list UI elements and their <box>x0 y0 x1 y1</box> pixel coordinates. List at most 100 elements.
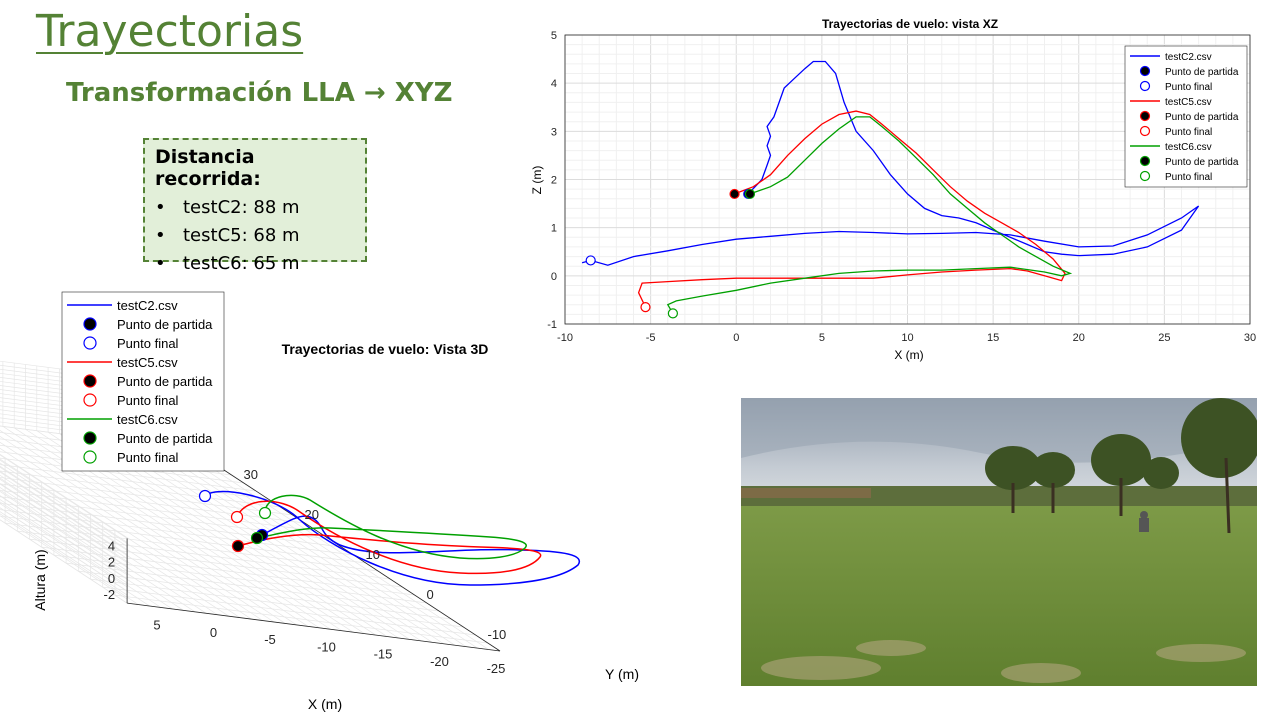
3d-wall-grid-line <box>0 511 128 596</box>
3d-floor-grid-line <box>114 594 488 644</box>
distance-item: • testC6: 65 m <box>155 250 355 278</box>
3d-floor-grid-line <box>29 538 403 588</box>
3d-floor-grid-line <box>0 441 275 623</box>
3d-wall-grid-line <box>0 466 128 551</box>
distance-item-label: testC6: 65 m <box>183 253 300 274</box>
3d-y-axis-line <box>194 450 501 652</box>
3d-legend-label: testC6.csv <box>117 412 178 427</box>
3d-wall-grid-line <box>0 519 128 604</box>
3d-legend-label: Punto de partida <box>117 317 213 332</box>
3d-z-axis-label: Altura (m) <box>32 549 48 610</box>
bullet-icon: • <box>155 197 166 218</box>
xz-start-point <box>729 188 740 200</box>
3d-legend-start-marker <box>83 374 97 388</box>
xz-legend-label: testC5.csv <box>1165 97 1212 108</box>
xz-legend-label: Punto final <box>1165 172 1212 183</box>
3d-floor-grid-line <box>115 440 422 642</box>
3d-x-tick-label: 0 <box>210 625 217 640</box>
xz-legend-start-marker <box>1139 155 1151 167</box>
xz-legend-label: Punto de partida <box>1165 67 1239 78</box>
3d-floor-grid-line <box>78 570 452 620</box>
3d-floor-grid-line <box>0 465 229 617</box>
3d-floor-grid-line <box>0 451 244 484</box>
xz-x-tick-label: 15 <box>987 332 999 344</box>
3d-y-tick-label: 10 <box>366 547 380 562</box>
3d-floor-grid-line <box>0 483 196 613</box>
3d-end-point <box>198 489 212 503</box>
3d-z-tick-label: 2 <box>108 555 115 570</box>
3d-z-tick-label: 4 <box>108 538 115 553</box>
xz-y-tick-label: 2 <box>551 175 557 187</box>
xz-legend-label: testC6.csv <box>1165 142 1212 153</box>
xz-y-tick-label: 5 <box>551 30 557 42</box>
3d-wall-grid-line <box>0 454 128 539</box>
3d-floor-grid-line <box>138 443 444 645</box>
3d-wall-grid-line <box>0 474 128 559</box>
3d-legend-start-marker <box>83 431 97 445</box>
xz-x-tick-label: 20 <box>1073 332 1085 344</box>
3d-legend-end-marker <box>83 393 97 407</box>
3d-legend-label: Punto final <box>117 450 179 465</box>
3d-floor-grid-line <box>41 546 415 596</box>
3d-series-line <box>236 500 542 575</box>
3d-y-tick-label: 30 <box>244 467 258 482</box>
distance-item: • testC5: 68 m <box>155 222 355 250</box>
xz-y-axis-label: Z (m) <box>530 166 544 195</box>
xz-legend-label: Punto de partida <box>1165 157 1239 168</box>
xz-plot-frame <box>564 34 1251 325</box>
xz-chart: Trayectorias de vuelo: vista XZ -10 -5 0 5 1… <box>530 17 1256 362</box>
xz-x-tick-label: -5 <box>646 332 656 344</box>
xz-legend-end-marker <box>1139 170 1151 182</box>
3d-x-tick-label: -10 <box>317 639 336 654</box>
xz-series-line <box>581 60 1200 266</box>
3d-floor-grid-line <box>0 501 162 608</box>
3d-legend-label: Punto final <box>117 336 179 351</box>
3d-floor-grid-line <box>0 495 173 610</box>
xz-legend: testC2.csv Punto de partida Punto final tes… <box>1124 45 1248 188</box>
3d-floor-grid-line <box>0 470 281 508</box>
3d-legend-label: testC2.csv <box>117 298 178 313</box>
3d-wall-grid-line <box>0 507 128 592</box>
3d-end-point <box>230 510 244 524</box>
3d-legend-end-marker <box>83 450 97 464</box>
3d-floor-grid-line <box>0 447 263 621</box>
3d-legend: testC2.csv Punto de partida Punto final tes… <box>61 291 225 472</box>
xz-chart-title: Trayectorias de vuelo: vista XZ <box>822 17 998 31</box>
xz-x-tick-label: 10 <box>901 332 913 344</box>
3d-x-tick-label: -20 <box>430 654 449 669</box>
xz-series-line <box>637 110 1066 308</box>
3d-floor-grid-line <box>0 477 293 516</box>
3d-wall-grid-line <box>0 462 128 547</box>
3d-y-tick-label: 0 <box>427 587 434 602</box>
3d-wall-grid-line <box>0 491 128 576</box>
xz-x-tick-label: -10 <box>557 332 573 344</box>
3d-legend-label: testC5.csv <box>117 355 178 370</box>
xz-y-tick-label: -1 <box>547 319 557 331</box>
xz-legend-label: Punto final <box>1165 127 1212 138</box>
3d-chart-title: Trayectorias de vuelo: Vista 3D <box>282 341 489 357</box>
3d-floor-grid-line <box>66 562 440 612</box>
distance-item: • testC2: 88 m <box>155 194 355 222</box>
3d-legend-end-marker <box>83 336 97 350</box>
3d-x-tick-label: 5 <box>153 618 160 633</box>
xz-y-tick-label: 3 <box>551 126 557 138</box>
3d-wall-grid-line <box>0 495 128 580</box>
distance-box: Distancia recorrida: • testC2: 88 m • test… <box>143 138 367 274</box>
xz-series-line <box>666 116 1073 314</box>
bullet-icon: • <box>155 253 166 274</box>
3d-floor-grid-line <box>0 489 184 611</box>
xz-y-tick-label: 1 <box>551 223 557 235</box>
3d-wall-grid-line <box>0 482 128 567</box>
3d-floor-grid-line <box>127 442 433 643</box>
3d-floor-grid-line <box>149 444 455 646</box>
xz-y-tick-label: 4 <box>551 78 557 90</box>
3d-floor-grid-line <box>160 446 467 647</box>
xz-legend-label: Punto final <box>1165 82 1212 93</box>
3d-y-tick-label: 20 <box>305 507 319 522</box>
3d-legend-label: Punto de partida <box>117 431 213 446</box>
xz-legend-start-marker <box>1139 65 1151 77</box>
3d-floor-grid-line <box>0 429 297 626</box>
bullet-icon: • <box>155 225 166 246</box>
